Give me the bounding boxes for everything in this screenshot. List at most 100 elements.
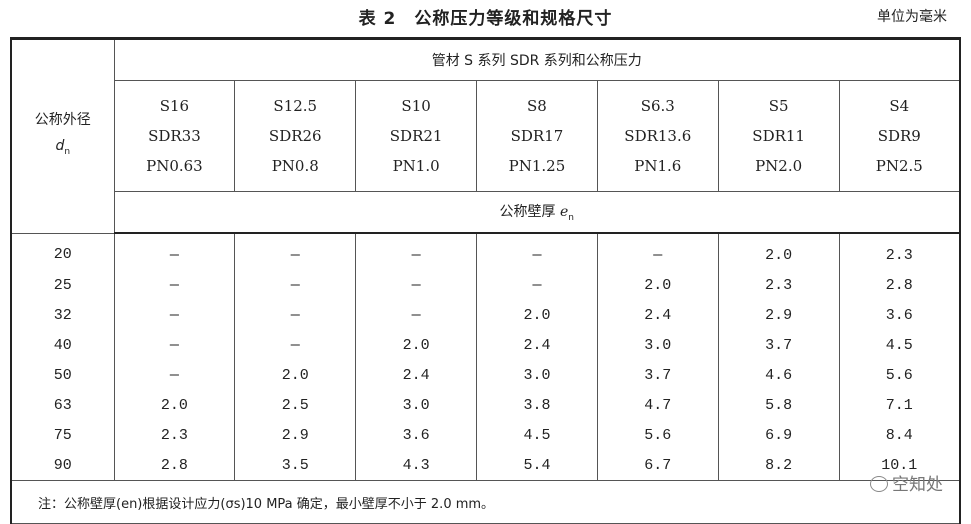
thickness-cell: — bbox=[113, 300, 236, 330]
series-header: S16 SDR33 PN0.63 bbox=[113, 80, 236, 192]
thickness-cell: 3.6 bbox=[838, 300, 961, 330]
thickness-cell: 4.5 bbox=[838, 330, 961, 360]
series-header: S12.5 SDR26 PN0.8 bbox=[234, 80, 357, 192]
thickness-cell: 5.8 bbox=[717, 390, 840, 420]
diameter-cell: 75 bbox=[10, 420, 115, 450]
thickness-cell: — bbox=[113, 330, 236, 360]
series-s: S12.5 bbox=[273, 97, 318, 115]
thickness-cell: — bbox=[234, 330, 357, 360]
thickness-cell: — bbox=[234, 270, 357, 300]
watermark-text: 空知处 bbox=[892, 475, 943, 495]
thickness-cell: 3.0 bbox=[355, 390, 478, 420]
thickness-cell: 3.6 bbox=[355, 420, 478, 450]
thickness-cell: 4.3 bbox=[355, 450, 478, 481]
thickness-cell: — bbox=[596, 233, 719, 270]
thickness-cell: 3.7 bbox=[717, 330, 840, 360]
thickness-cell: 4.7 bbox=[596, 390, 719, 420]
series-s: S5 bbox=[768, 97, 789, 115]
table-row: 40— —2.0 2.4 3.0 3.7 4.5 bbox=[10, 330, 961, 360]
header-label: 公称外径 bbox=[34, 112, 91, 129]
thickness-cell: 3.7 bbox=[596, 360, 719, 390]
table-row: 90 2.8 3.5 4.3 5.4 6.7 8.2 10.1 bbox=[10, 450, 961, 481]
thickness-cell: 6.7 bbox=[596, 450, 719, 481]
unit-label: 单位为毫米 bbox=[877, 9, 947, 25]
thickness-cell: 2.8 bbox=[113, 450, 236, 481]
thickness-cell: 5.6 bbox=[838, 360, 961, 390]
header-nominal-diameter: 公称外径 dn bbox=[10, 38, 115, 234]
series-pn: PN1.0 bbox=[392, 157, 440, 175]
thickness-cell: — bbox=[113, 233, 236, 270]
series-header: S10 SDR21 PN1.0 bbox=[355, 80, 478, 192]
thickness-cell: 2.3 bbox=[717, 270, 840, 300]
thickness-cell: 4.5 bbox=[476, 420, 598, 450]
thickness-cell: 3.0 bbox=[596, 330, 719, 360]
series-pn: PN1.6 bbox=[634, 157, 682, 175]
thickness-cell: — bbox=[234, 300, 357, 330]
diameter-cell: 40 bbox=[10, 330, 115, 360]
thickness-cell: 2.0 bbox=[113, 390, 236, 420]
thickness-cell: 2.9 bbox=[234, 420, 357, 450]
table-row: 50—2.0 2.4 3.0 3.7 4.6 5.6 bbox=[10, 360, 961, 390]
thickness-cell: 3.0 bbox=[476, 360, 598, 390]
table-row: 25— — — —2.0 2.3 2.8 bbox=[10, 270, 961, 300]
thickness-cell: 8.4 bbox=[838, 420, 961, 450]
thickness-cell: 2.0 bbox=[355, 330, 478, 360]
thickness-cell: 5.4 bbox=[476, 450, 598, 481]
thickness-cell: 2.5 bbox=[234, 390, 357, 420]
thickness-cell: 2.4 bbox=[355, 360, 478, 390]
thickness-cell: — bbox=[355, 300, 478, 330]
thickness-cell: 2.4 bbox=[476, 330, 598, 360]
thickness-cell: — bbox=[234, 233, 357, 270]
thickness-cell: 2.0 bbox=[234, 360, 357, 390]
table-title: 表 2 公称压力等级和规格尺寸 bbox=[358, 9, 613, 29]
table-row: 20— — — — —2.0 2.3 bbox=[10, 233, 961, 270]
series-pn: PN0.8 bbox=[271, 157, 319, 175]
thickness-cell: — bbox=[476, 270, 598, 300]
diameter-cell: 50 bbox=[10, 360, 115, 390]
thickness-cell: 2.9 bbox=[717, 300, 840, 330]
header-symbol: dn bbox=[55, 138, 71, 158]
series-sdr: SDR17 bbox=[510, 127, 564, 145]
series-header: S6.3 SDR13.6 PN1.6 bbox=[596, 80, 719, 192]
thickness-cell: 8.2 bbox=[717, 450, 840, 481]
series-sdr: SDR26 bbox=[268, 127, 322, 145]
diameter-cell: 90 bbox=[10, 450, 115, 481]
thickness-cell: 7.1 bbox=[838, 390, 961, 420]
wechat-icon bbox=[870, 476, 888, 492]
thickness-cell: — bbox=[113, 270, 236, 300]
table-row: 63 2.0 2.5 3.0 3.8 4.7 5.8 7.1 bbox=[10, 390, 961, 420]
series-s: S16 bbox=[159, 97, 190, 115]
header-wall-thickness: 公称壁厚 en bbox=[113, 191, 961, 234]
thickness-cell: 6.9 bbox=[717, 420, 840, 450]
thickness-cell: 2.3 bbox=[838, 233, 961, 270]
series-s: S10 bbox=[401, 97, 431, 115]
series-header: S5 SDR11 PN2.0 bbox=[717, 80, 840, 192]
thickness-cell: 2.4 bbox=[596, 300, 719, 330]
thickness-cell: 3.5 bbox=[234, 450, 357, 481]
thickness-cell: — bbox=[355, 233, 478, 270]
series-s: S6.3 bbox=[640, 97, 675, 115]
watermark: 空知处 bbox=[870, 470, 943, 495]
series-header: S8 SDR17 PN1.25 bbox=[476, 80, 598, 192]
series-pn: PN1.25 bbox=[508, 157, 566, 175]
thickness-cell: 2.0 bbox=[596, 270, 719, 300]
thickness-cell: — bbox=[476, 233, 598, 270]
series-sdr: SDR11 bbox=[752, 127, 805, 145]
thickness-cell: 4.6 bbox=[717, 360, 840, 390]
series-pn: PN2.0 bbox=[755, 157, 803, 175]
pressure-spec-table: 公称外径 dn 管材 S 系列 SDR 系列和公称压力 S16 SDR33 PN0.… bbox=[10, 37, 961, 524]
series-s: S4 bbox=[889, 97, 910, 115]
diameter-cell: 25 bbox=[10, 270, 115, 300]
series-header: S4 SDR9 PN2.5 bbox=[838, 80, 961, 192]
series-sdr: SDR33 bbox=[148, 127, 201, 145]
diameter-cell: 63 bbox=[10, 390, 115, 420]
thickness-cell: 2.0 bbox=[717, 233, 840, 270]
thickness-cell: 3.8 bbox=[476, 390, 598, 420]
thickness-cell: 5.6 bbox=[596, 420, 719, 450]
header-group: 管材 S 系列 SDR 系列和公称压力 bbox=[113, 38, 961, 81]
diameter-cell: 32 bbox=[10, 300, 115, 330]
thickness-cell: — bbox=[113, 360, 236, 390]
thickness-cell: 10.1 bbox=[838, 450, 961, 481]
series-sdr: SDR9 bbox=[877, 127, 921, 145]
series-pn: PN0.63 bbox=[146, 157, 203, 175]
